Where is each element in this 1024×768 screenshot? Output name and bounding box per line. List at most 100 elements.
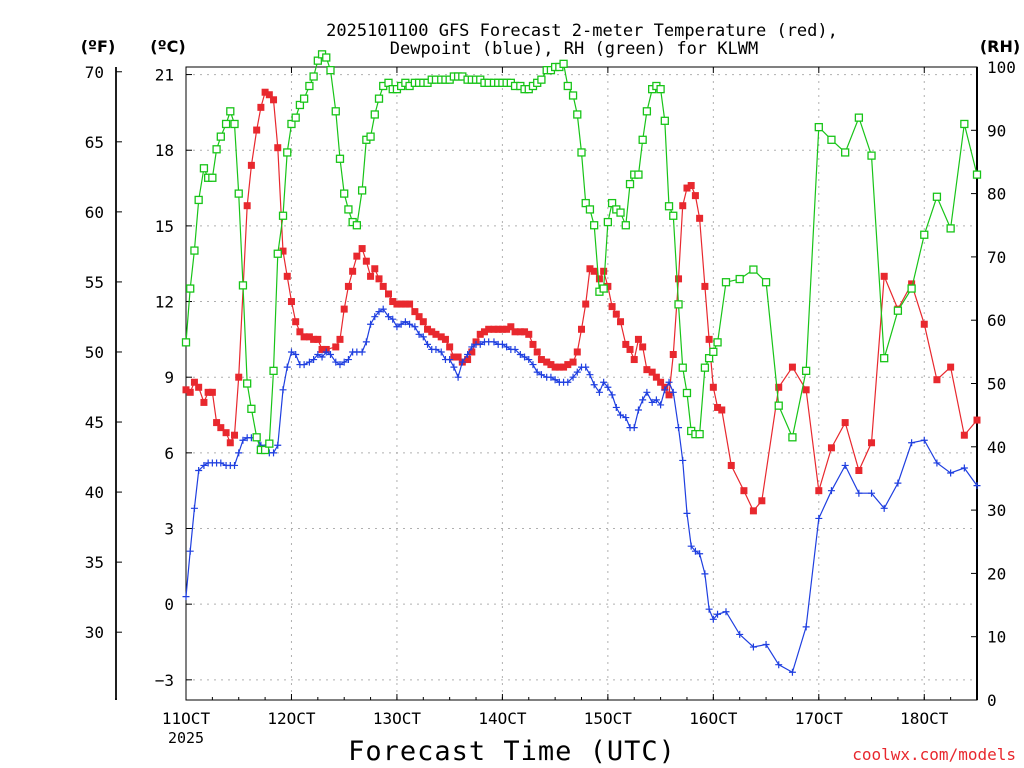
year-label: 2025 bbox=[168, 729, 204, 747]
dewpoint-point bbox=[336, 361, 344, 369]
dewpoint-point bbox=[665, 378, 673, 386]
dewpoint-point bbox=[569, 373, 577, 381]
rh-point bbox=[194, 195, 203, 205]
dewpoint-point bbox=[406, 320, 414, 328]
rh-point bbox=[946, 224, 955, 233]
rh-point bbox=[352, 221, 362, 230]
temperature-point bbox=[665, 391, 673, 399]
dewpoint-point bbox=[490, 338, 498, 346]
rh-point bbox=[674, 300, 683, 309]
temperature-point bbox=[718, 406, 726, 414]
rh-point bbox=[299, 94, 309, 103]
rh-point bbox=[331, 107, 340, 116]
temperature-point bbox=[415, 313, 423, 321]
dewpoint-point bbox=[322, 348, 330, 356]
celsius-axis-unit: (ºC) bbox=[150, 37, 185, 56]
rh-point bbox=[537, 75, 546, 84]
dewpoint-point bbox=[564, 378, 572, 386]
dewpoint-point bbox=[582, 363, 590, 371]
x-tick-label: 14OCT bbox=[478, 709, 527, 728]
temperature-point bbox=[639, 343, 647, 351]
temperature-point bbox=[226, 439, 234, 447]
rh-point bbox=[920, 230, 929, 239]
temperature-point bbox=[428, 328, 436, 336]
dewpoint-point bbox=[657, 401, 665, 409]
rh-point bbox=[638, 135, 647, 144]
temperature-point bbox=[788, 363, 796, 371]
temperature-point bbox=[775, 383, 783, 391]
rh-point bbox=[827, 135, 836, 144]
rh-tick-label: 20 bbox=[987, 564, 1006, 583]
temperature-point bbox=[547, 361, 555, 369]
rh-point bbox=[366, 132, 375, 141]
rh-point bbox=[344, 205, 353, 214]
rh-point bbox=[801, 366, 811, 375]
temperature-point bbox=[564, 361, 572, 369]
dewpoint-point bbox=[503, 343, 511, 351]
rh-point bbox=[335, 154, 345, 163]
temperature-point bbox=[257, 103, 265, 111]
temperature-point bbox=[336, 335, 344, 343]
temperature-point bbox=[555, 363, 563, 371]
temperature-point bbox=[537, 356, 545, 364]
dewpoint-point bbox=[529, 361, 537, 369]
rh-point bbox=[907, 284, 916, 293]
temperature-point bbox=[195, 383, 203, 391]
dewpoint-point bbox=[393, 323, 401, 331]
dewpoint-point bbox=[736, 630, 744, 638]
temperature-point bbox=[393, 300, 401, 308]
axes: 30 35 40 45 50 55 60 65 70 −3 0 3 6 9 12 15 18 21 0 10 20 30 4… bbox=[85, 58, 1016, 728]
x-tick-label: 13OCT bbox=[373, 709, 422, 728]
rh-point bbox=[374, 94, 384, 103]
dewpoint-point bbox=[722, 608, 730, 616]
temperature-point bbox=[411, 308, 419, 316]
rh-point bbox=[774, 401, 783, 410]
temperature-point bbox=[424, 325, 432, 333]
temperature-point bbox=[375, 275, 383, 283]
temperature-point bbox=[432, 330, 440, 338]
dewpoint-point bbox=[705, 605, 713, 613]
rh-point bbox=[590, 221, 599, 230]
dewpoint-point bbox=[310, 356, 318, 364]
dewpoint-point bbox=[600, 378, 608, 386]
temperature-point bbox=[573, 348, 581, 356]
temperature-point bbox=[406, 300, 414, 308]
dewpoint-point bbox=[379, 305, 387, 313]
x-tick-label: 16OCT bbox=[689, 709, 738, 728]
temperature-point bbox=[643, 366, 651, 374]
rh-point bbox=[273, 249, 282, 258]
temperature-point bbox=[841, 419, 849, 427]
temperature-point bbox=[622, 340, 630, 348]
rh-point bbox=[585, 205, 595, 214]
rh-point bbox=[283, 148, 292, 157]
rh-point bbox=[660, 116, 669, 125]
rh-point bbox=[867, 151, 876, 160]
rh-point bbox=[269, 366, 278, 375]
dewpoint-point bbox=[305, 358, 313, 366]
temperature-point bbox=[253, 126, 261, 134]
dewpoint-point bbox=[622, 414, 630, 422]
temperature-point bbox=[669, 350, 677, 358]
dewpoint-point bbox=[371, 313, 379, 321]
dewpoint-point bbox=[947, 469, 955, 477]
dewpoint-point bbox=[691, 547, 699, 555]
temperature-point bbox=[292, 318, 300, 326]
temperature-point bbox=[533, 348, 541, 356]
dewpoint-point bbox=[401, 318, 409, 326]
temperature-point bbox=[441, 335, 449, 343]
temperature-point bbox=[600, 267, 608, 275]
rh-point bbox=[199, 164, 209, 173]
dewpoint-point bbox=[458, 358, 466, 366]
dewpoint-point bbox=[595, 388, 603, 396]
rh-point bbox=[357, 186, 367, 195]
fahrenheit-axis-unit: (ºF) bbox=[81, 37, 116, 56]
temperature-point bbox=[270, 96, 278, 104]
rh-axis-unit: (RH) bbox=[980, 37, 1020, 56]
rh-tick-label: 80 bbox=[987, 185, 1006, 204]
dewpoint-point bbox=[841, 461, 849, 469]
plot-frame bbox=[185, 66, 978, 701]
dewpoint-point bbox=[701, 570, 709, 578]
rh-tick-label: 100 bbox=[987, 58, 1016, 77]
temperature-point bbox=[749, 507, 757, 515]
dewpoint-point bbox=[424, 340, 432, 348]
